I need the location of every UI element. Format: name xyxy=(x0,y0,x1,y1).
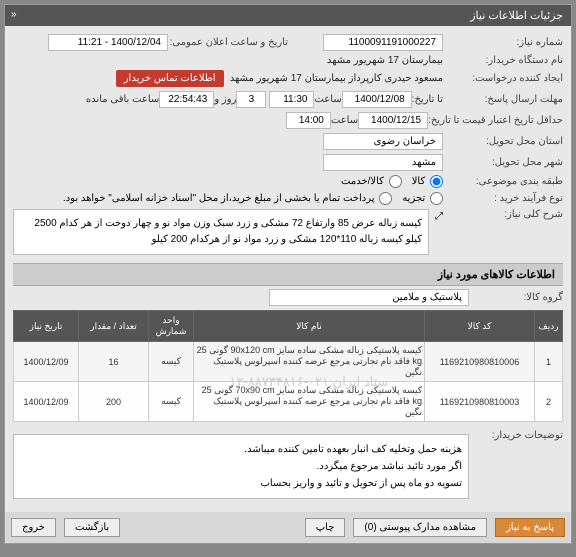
proc-opt2-label: پرداخت تمام یا بخشی از مبلغ خرید،از محل … xyxy=(63,193,375,204)
collapse-icon[interactable]: « xyxy=(11,9,17,20)
th-date: تاریخ نیاز xyxy=(14,311,79,342)
contact-badge[interactable]: اطلاعات تماس خریدار xyxy=(116,70,224,87)
cat-goods-label: کالا xyxy=(412,176,426,187)
group-value: پلاستیک و ملامین xyxy=(269,289,469,306)
deadline-valid-date: 1400/12/15 xyxy=(358,112,428,129)
province-label: استان محل تحویل: xyxy=(443,136,563,147)
process-label: نوع فرآیند خرید : xyxy=(443,193,563,204)
footer-bar: پاسخ به نیاز مشاهده مدارک پیوستی (0) چاپ… xyxy=(5,512,571,543)
notes-line3: تسویه دو ماه پس از تحویل و تائید و واریز… xyxy=(20,475,462,492)
time-label-1: ساعت xyxy=(314,94,341,105)
proc-opt1-radio[interactable] xyxy=(430,192,443,205)
cat-service-label: کالا/خدمت xyxy=(341,176,384,187)
deadline-valid-label: حداقل تاریخ اعتبار قیمت تا تاریخ: xyxy=(428,115,563,126)
reply-button[interactable]: پاسخ به نیاز xyxy=(495,518,565,537)
desc-label: شرح کلی نیاز: xyxy=(443,209,563,220)
need-no-value: 1100091191000227 xyxy=(323,34,443,51)
countdown-value: 22:54:43 xyxy=(159,91,214,108)
expand-icon[interactable]: ⤢ xyxy=(435,211,443,222)
notes-line2: اگر مورد تائید نباشد مرجوع میگردد. xyxy=(20,458,462,475)
deadline-reply-to-label: تا تاریخ: xyxy=(412,94,443,105)
proc-opt2-radio[interactable] xyxy=(379,192,392,205)
notes-label: توضیحات خریدار: xyxy=(473,430,563,441)
docs-button[interactable]: مشاهده مدارک پیوستی (0) xyxy=(353,518,487,537)
cell-unit: کیسه xyxy=(149,382,194,422)
category-label: طبقه بندی موضوعی: xyxy=(443,176,563,187)
requester-label: ایجاد کننده درخواست: xyxy=(443,73,563,84)
th-name: نام کالا xyxy=(194,311,425,342)
deadline-valid-time: 14:00 xyxy=(286,112,331,129)
city-label: شهر محل تحویل: xyxy=(443,157,563,168)
buyer-label: نام دستگاه خریدار: xyxy=(443,55,563,66)
notes-line1: هزینه حمل وتخلیه کف انبار بعهده تامین کن… xyxy=(20,441,462,458)
proc-opt2[interactable]: پرداخت تمام یا بخشی از مبلغ خرید،از محل … xyxy=(63,192,392,205)
buyer-value: بیمارستان 17 شهریور مشهد xyxy=(327,55,443,66)
cell-idx: 1 xyxy=(535,342,563,382)
th-unit: واحد شمارش xyxy=(149,311,194,342)
time-label-2: ساعت xyxy=(331,115,358,126)
cat-goods-radio[interactable] xyxy=(430,175,443,188)
send-datetime-label: تاریخ و ساعت اعلان عمومی: xyxy=(168,37,288,48)
exit-button[interactable]: خروج xyxy=(11,518,56,537)
cell-unit: کیسه xyxy=(149,342,194,382)
notes-box: هزینه حمل وتخلیه کف انبار بعهده تامین کن… xyxy=(13,434,469,499)
cat-service-radio[interactable] xyxy=(389,175,402,188)
th-qty: تعداد / مقدار xyxy=(79,311,149,342)
items-table: ردیف کد کالا نام کالا واحد شمارش تعداد /… xyxy=(13,310,563,422)
th-idx: ردیف xyxy=(535,311,563,342)
city-value: مشهد xyxy=(323,154,443,171)
proc-opt1-label: تجزیه xyxy=(402,193,425,204)
province-value: خراسان رضوی xyxy=(323,133,443,150)
cell-qty: 16 xyxy=(79,342,149,382)
roz-label: روز و xyxy=(214,94,236,105)
days-remain: 3 xyxy=(236,91,266,108)
cell-name-text: کیسه پلاستیکی زباله مشکی ساده سایز 70x90… xyxy=(202,385,422,417)
table-row[interactable]: 2 1169210980810003 کیسه پلاستیکی زباله م… xyxy=(14,382,563,422)
desc-text: کیسه زباله عرض 85 وارتفاع 72 مشکی و زرد … xyxy=(13,209,429,255)
group-label: گروه کالا: xyxy=(473,292,563,303)
cell-name: کیسه پلاستیکی زباله مشکی ساده سایز 70x90… xyxy=(194,382,425,422)
remain-label: ساعت باقی مانده xyxy=(86,94,159,105)
deadline-reply-time: 11:30 xyxy=(269,91,314,108)
cell-code: 1169210980810003 xyxy=(425,382,535,422)
need-no-label: شماره نیاز: xyxy=(443,37,563,48)
send-datetime-value: 1400/12/04 - 11:21 xyxy=(48,34,168,51)
cat-service-option[interactable]: کالا/خدمت xyxy=(341,175,402,188)
cell-code: 1169210980810006 xyxy=(425,342,535,382)
panel-title: جزئیات اطلاعات نیاز xyxy=(470,10,563,22)
deadline-reply-label: مهلت ارسال پاسخ: xyxy=(443,94,563,105)
table-row[interactable]: 1 1169210980810006 کیسه پلاستیکی زباله م… xyxy=(14,342,563,382)
cell-name: کیسه پلاستیکی زباله مشکی ساده سایز 90x12… xyxy=(194,342,425,382)
deadline-reply-date: 1400/12/08 xyxy=(342,91,412,108)
requester-value: مسعود حیدری کارپرداز بیمارستان 17 شهریور… xyxy=(230,73,443,84)
cell-idx: 2 xyxy=(535,382,563,422)
proc-opt1[interactable]: تجزیه xyxy=(402,192,443,205)
panel-header: جزئیات اطلاعات نیاز « xyxy=(5,5,571,26)
cell-date: 1400/12/09 xyxy=(14,342,79,382)
print-button[interactable]: چاپ xyxy=(305,518,346,537)
back-button[interactable]: بازگشت xyxy=(64,518,120,537)
cell-date: 1400/12/09 xyxy=(14,382,79,422)
items-section-title: اطلاعات کالاهای مورد نیاز xyxy=(13,263,563,286)
cat-goods-option[interactable]: کالا xyxy=(412,175,443,188)
th-code: کد کالا xyxy=(425,311,535,342)
cell-qty: 200 xyxy=(79,382,149,422)
